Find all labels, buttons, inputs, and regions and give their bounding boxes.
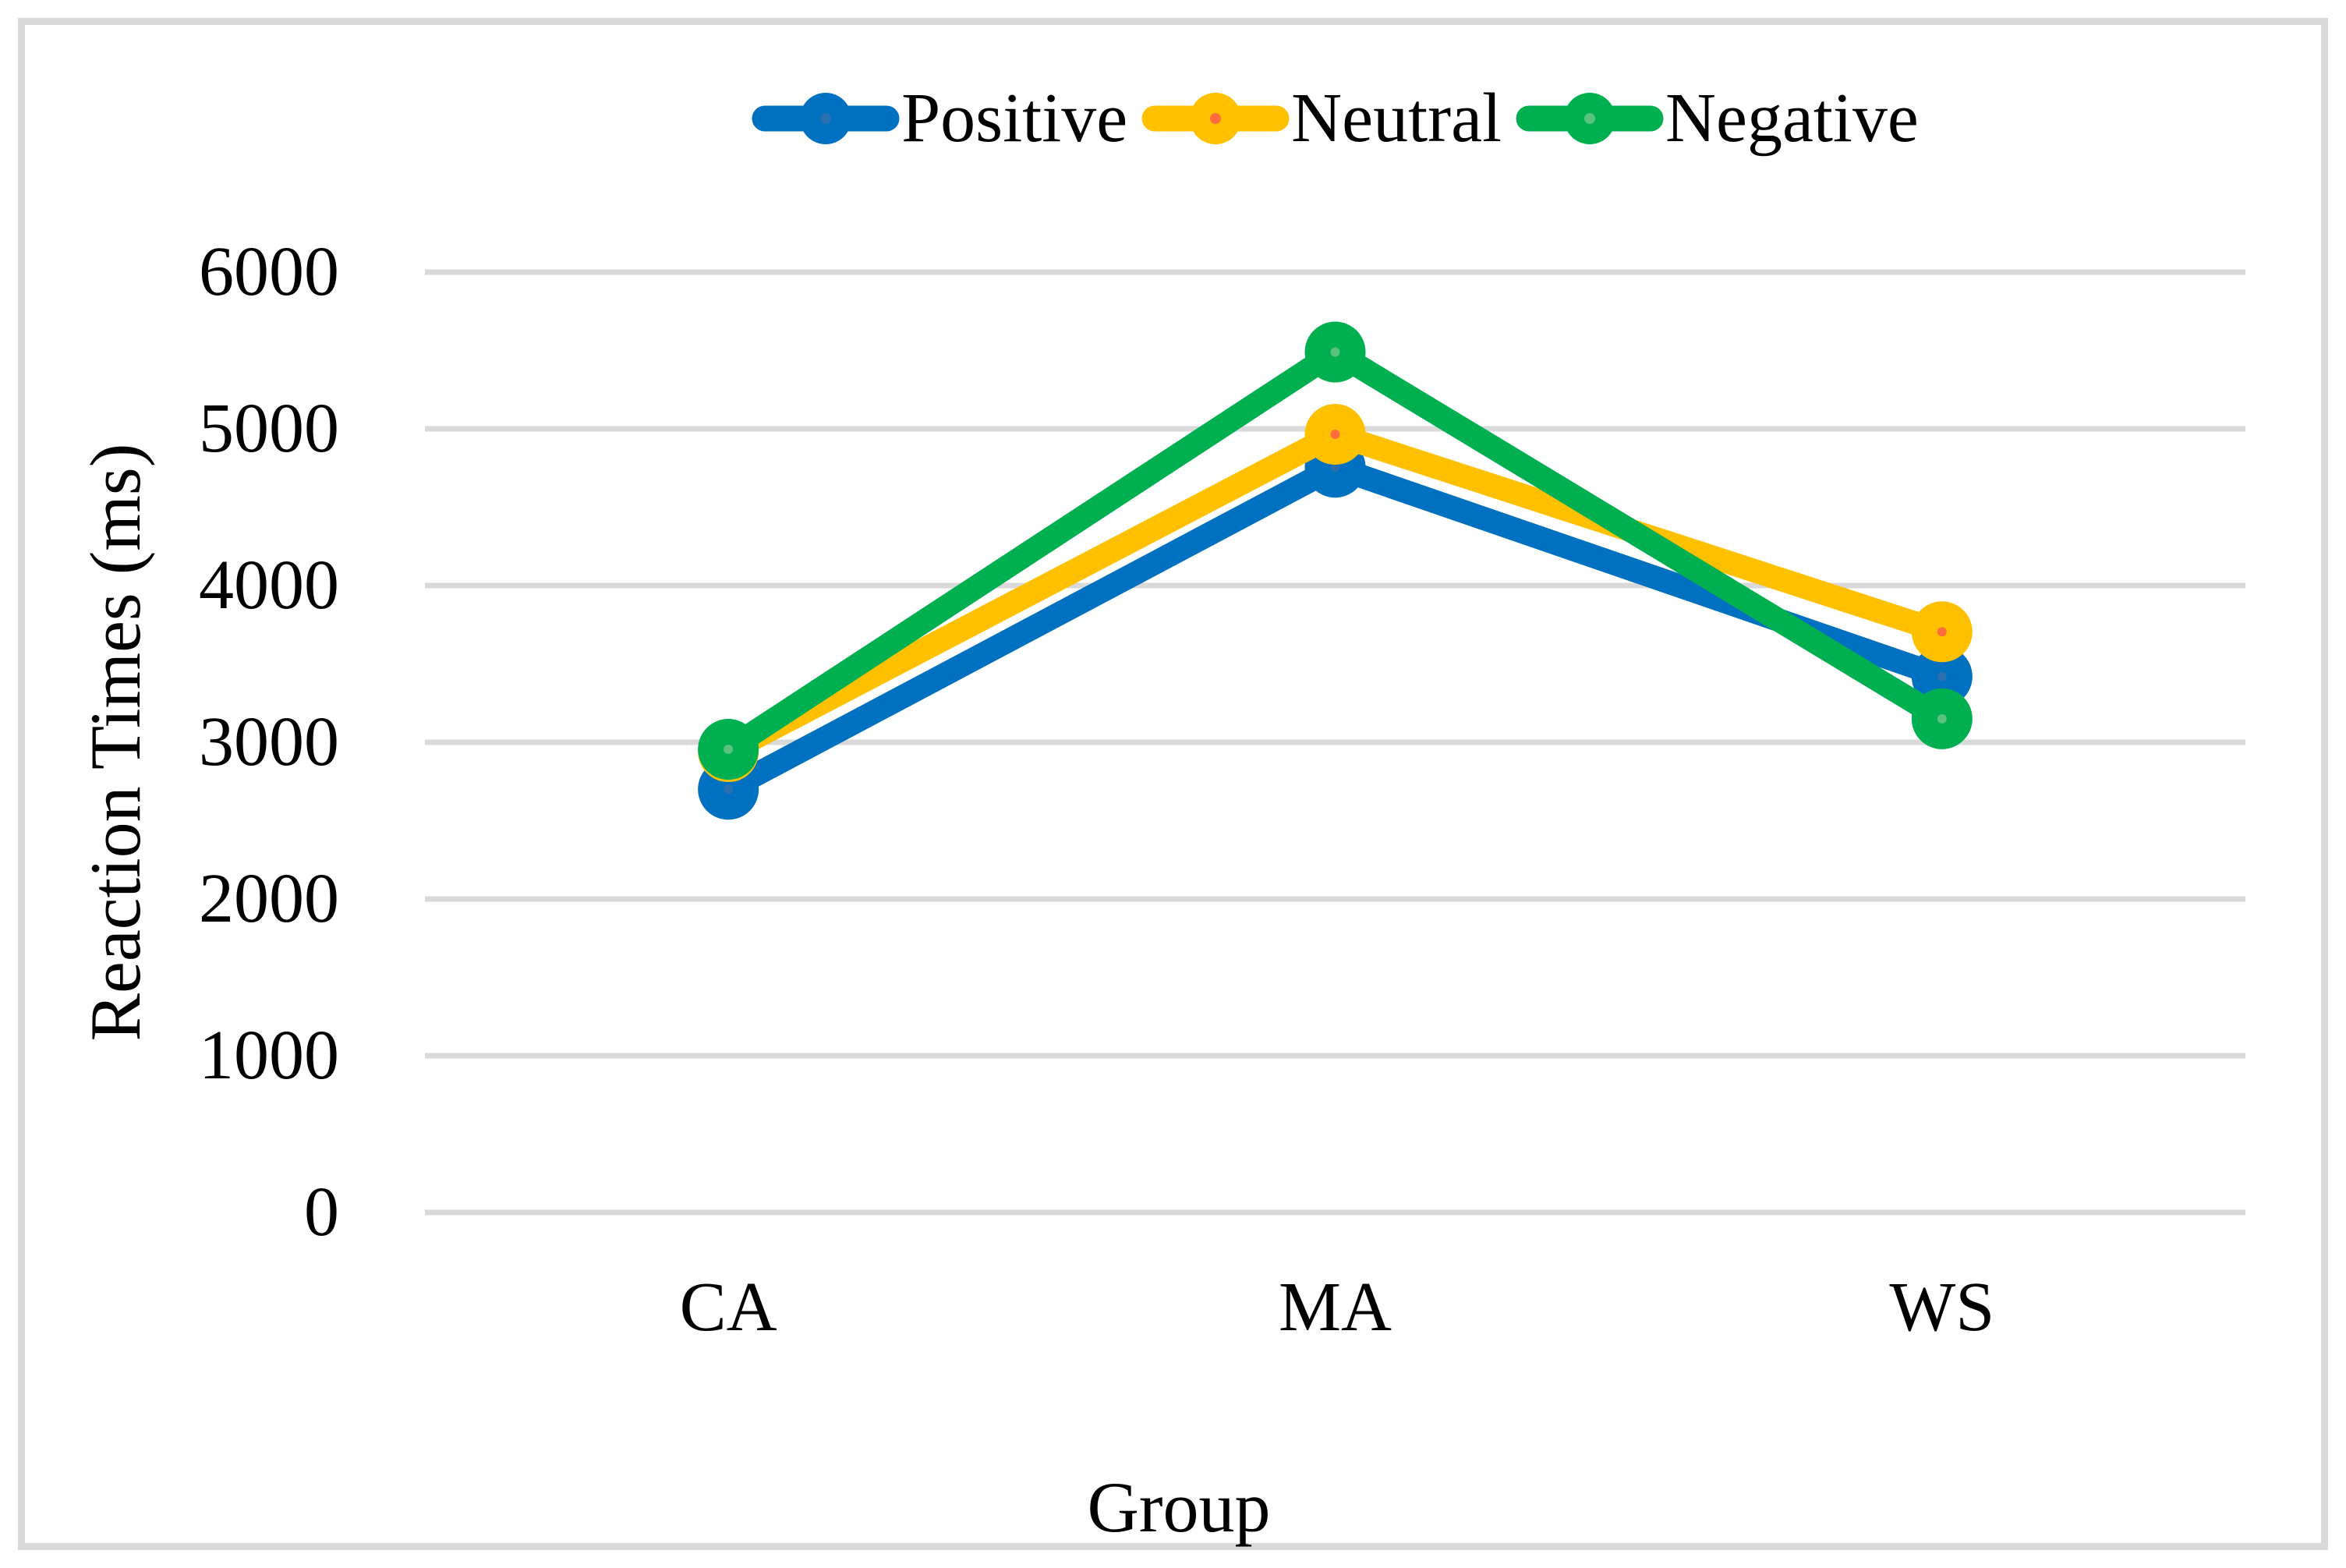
line-marker-icon [752,93,900,144]
y-tick-label: 4000 [199,547,339,624]
data-point-dot-negative-ma [1330,347,1340,357]
line-marker-icon [1516,93,1664,144]
legend-item-neutral: Neutral [1141,76,1502,161]
x-tick-label: WS [1889,1269,1995,1346]
data-point-dot-negative-ca [724,745,734,755]
y-tick-label: 2000 [199,860,339,937]
y-tick-label: 3000 [199,703,339,780]
legend-label: Negative [1665,80,1919,157]
data-point-dot-negative-ws [1937,713,1947,724]
y-tick-label: 5000 [199,390,339,467]
x-tick-label: MA [1278,1269,1392,1346]
legend-item-negative: Negative [1516,76,1919,161]
x-tick-label: CA [679,1269,777,1346]
legend-label: Positive [901,80,1128,157]
data-point-dot-neutral-ws [1937,627,1947,637]
legend-label: Neutral [1291,80,1502,157]
line-marker-icon [1141,93,1290,144]
y-tick-label: 1000 [199,1017,339,1094]
data-point-dot-positive-ca [724,784,734,795]
data-point-dot-positive-ma [1330,462,1340,473]
y-tick-label: 0 [304,1173,339,1251]
legend: Positive Neutral Negative [425,72,2245,165]
data-point-dot-neutral-ma [1330,430,1340,440]
legend-item-positive: Positive [752,76,1127,161]
y-tick-label: 6000 [199,233,339,310]
x-axis-title: Group [1087,1467,1271,1547]
data-point-dot-positive-ws [1937,671,1947,681]
